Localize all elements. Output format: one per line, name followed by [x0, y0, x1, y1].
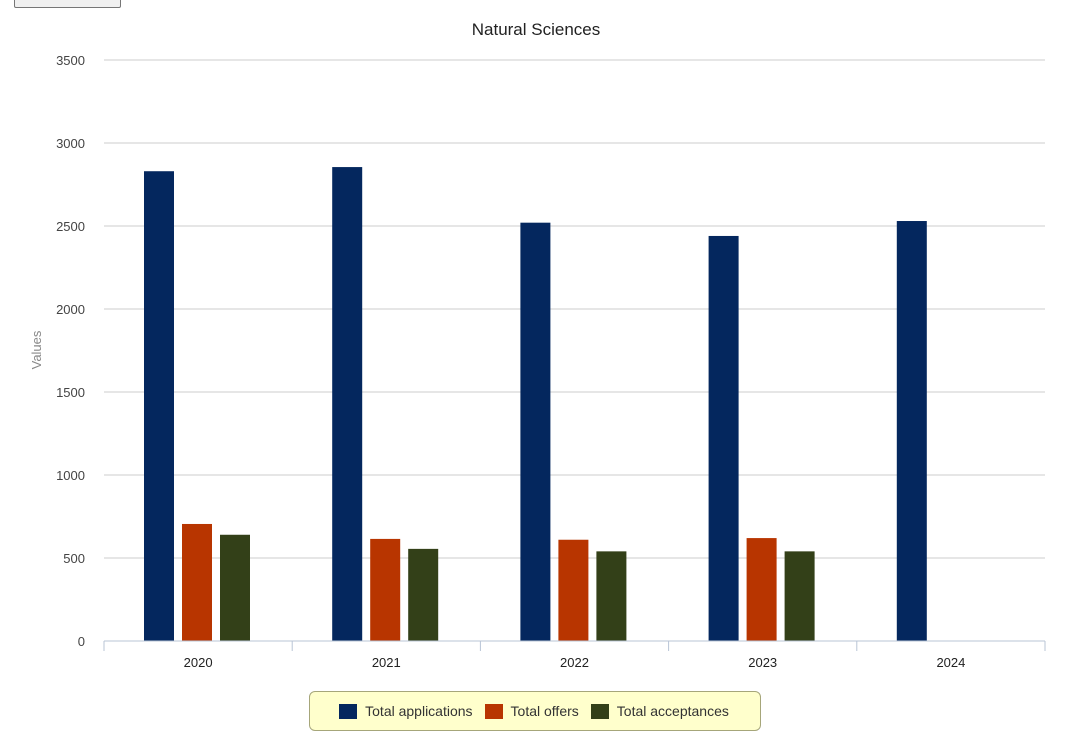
x-tick-label: 2020	[184, 655, 213, 670]
y-tick-label: 2500	[56, 219, 85, 234]
legend-item: Total acceptances	[590, 703, 729, 719]
y-tick-label: 1000	[56, 468, 85, 483]
legend-label: Total offers	[510, 703, 579, 719]
bar-total-acceptances-2022	[596, 551, 627, 641]
bar-total-applications-2023	[708, 235, 739, 641]
legend-label: Total acceptances	[616, 703, 729, 719]
legend-swatch	[484, 703, 503, 719]
bar-chart: Natural Sciences Values 0 500 1000 1500 2000…	[29, 20, 1046, 670]
legend-swatch	[590, 703, 609, 719]
y-tick-label: 500	[63, 551, 85, 566]
x-tick-label: 2024	[936, 655, 965, 670]
top-button[interactable]	[14, 0, 121, 8]
x-axis: 2020 2021 2022 2023 2024	[103, 640, 1046, 670]
y-tick-label: 0	[78, 634, 85, 649]
bar-total-offers-2023	[746, 538, 777, 641]
y-axis-label: Values	[29, 330, 44, 369]
legend-swatch	[339, 703, 358, 719]
bar-total-applications-2022	[520, 222, 551, 641]
bar-total-applications-2021	[332, 167, 363, 641]
x-tick-label: 2023	[748, 655, 777, 670]
gridlines	[104, 59, 1045, 559]
bar-total-offers-2020	[182, 523, 212, 641]
bar-total-applications-2024	[896, 221, 927, 641]
x-tick-label: 2021	[372, 655, 401, 670]
legend-item: Total applications	[339, 703, 473, 719]
bar-total-offers-2022	[558, 539, 589, 641]
legend-item: Total offers	[484, 703, 579, 719]
legend: Total applications Total offers Total acce…	[309, 691, 761, 731]
chart-title: Natural Sciences	[472, 20, 601, 39]
bar-total-applications-2020	[144, 171, 174, 641]
y-tick-label: 1500	[56, 385, 85, 400]
bar-total-acceptances-2020	[220, 534, 250, 641]
bar-total-offers-2021	[370, 538, 401, 641]
y-tick-label: 2000	[56, 302, 85, 317]
bars	[144, 167, 927, 641]
y-axis-ticks: 0 500 1000 1500 2000 2500 3000 3500	[56, 53, 85, 649]
bar-total-acceptances-2023	[784, 551, 815, 641]
legend-label: Total applications	[365, 703, 473, 719]
bar-total-acceptances-2021	[408, 548, 439, 641]
x-tick-label: 2022	[560, 655, 589, 670]
y-tick-label: 3500	[56, 53, 85, 68]
y-tick-label: 3000	[56, 136, 85, 151]
